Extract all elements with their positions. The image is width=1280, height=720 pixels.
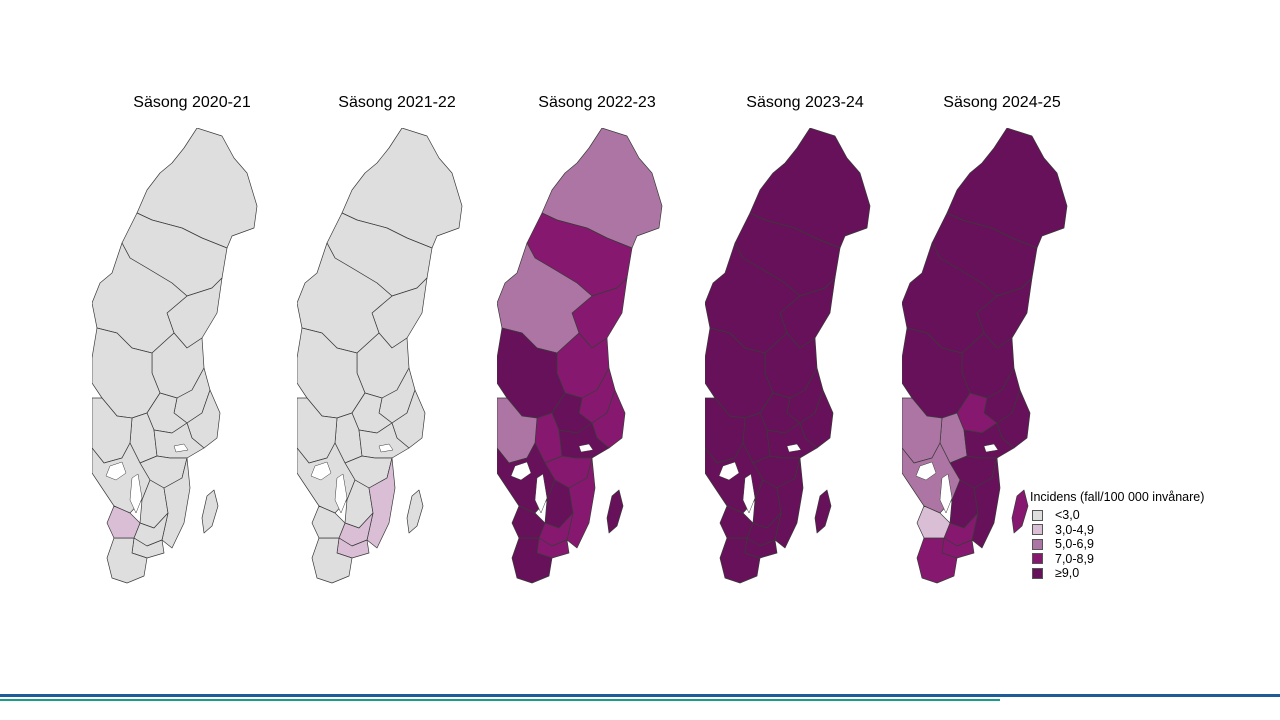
legend-swatch <box>1032 553 1043 565</box>
legend-swatch <box>1032 524 1043 536</box>
legend-label: ≥9,0 <box>1055 566 1080 581</box>
legend-swatch <box>1032 538 1043 550</box>
lake <box>173 443 189 453</box>
map-title: Säsong 2022-23 <box>538 94 656 111</box>
lake <box>915 461 937 481</box>
region-gotland <box>1011 489 1029 534</box>
region-gotland <box>406 489 424 534</box>
legend-label: <3,0 <box>1055 508 1080 523</box>
region-halland <box>719 505 754 539</box>
region-skane <box>719 537 761 584</box>
sweden-map-2022-23 <box>497 128 663 584</box>
region-gotland <box>814 489 832 534</box>
region-halland <box>311 505 346 539</box>
lake <box>939 473 953 514</box>
sweden-map-2024-25 <box>902 128 1068 584</box>
lake <box>578 443 594 453</box>
region-skane <box>511 537 553 584</box>
map-panel-2022-23: Säsong 2022-23 <box>497 90 697 590</box>
legend-item: ≥9,0 <box>1030 566 1204 581</box>
legend-item: 5,0-6,9 <box>1030 537 1204 552</box>
lake <box>742 473 756 514</box>
legend-item: 3,0-4,9 <box>1030 523 1204 538</box>
lake <box>534 473 548 514</box>
sweden-map-2023-24 <box>705 128 871 584</box>
region-skane <box>916 537 958 584</box>
map-panel-2020-21: Säsong 2020-21 <box>92 90 292 590</box>
footer-rule-teal <box>0 699 1000 701</box>
lake <box>786 443 802 453</box>
region-gotland <box>606 489 624 534</box>
map-panel-2023-24: Säsong 2023-24 <box>705 90 905 590</box>
region-halland <box>106 505 141 539</box>
region-halland <box>916 505 951 539</box>
legend-label: 5,0-6,9 <box>1055 537 1094 552</box>
map-title: Säsong 2020-21 <box>133 94 251 111</box>
region-gotland <box>201 489 219 534</box>
lake <box>129 473 143 514</box>
region-skane <box>311 537 353 584</box>
legend-label: 3,0-4,9 <box>1055 522 1094 537</box>
lake <box>105 461 127 481</box>
legend-title: Incidens (fall/100 000 invånare) <box>1030 490 1205 504</box>
footer-rule-blue <box>0 694 1280 697</box>
lake <box>983 443 999 453</box>
lake <box>334 473 348 514</box>
region-halland <box>511 505 546 539</box>
legend-item: <3,0 <box>1030 508 1204 523</box>
map-panel-2021-22: Säsong 2021-22 <box>297 90 497 590</box>
lake <box>378 443 394 453</box>
legend-swatch <box>1032 509 1043 521</box>
legend-swatch <box>1032 567 1043 579</box>
legend-item: 7,0-8,9 <box>1030 552 1204 567</box>
legend: Incidens (fall/100 000 invånare) <3,0 3,… <box>1030 490 1204 581</box>
map-title: Säsong 2024-25 <box>943 94 1061 111</box>
legend-label: 7,0-8,9 <box>1055 551 1094 566</box>
region-skane <box>106 537 148 584</box>
map-title: Säsong 2023-24 <box>746 94 864 111</box>
sweden-map-2021-22 <box>297 128 463 584</box>
sweden-map-2020-21 <box>92 128 258 584</box>
map-title: Säsong 2021-22 <box>338 94 456 111</box>
map-panel-2024-25: Säsong 2024-25 <box>902 90 1102 590</box>
lake <box>718 461 740 481</box>
lake <box>310 461 332 481</box>
lake <box>510 461 532 481</box>
